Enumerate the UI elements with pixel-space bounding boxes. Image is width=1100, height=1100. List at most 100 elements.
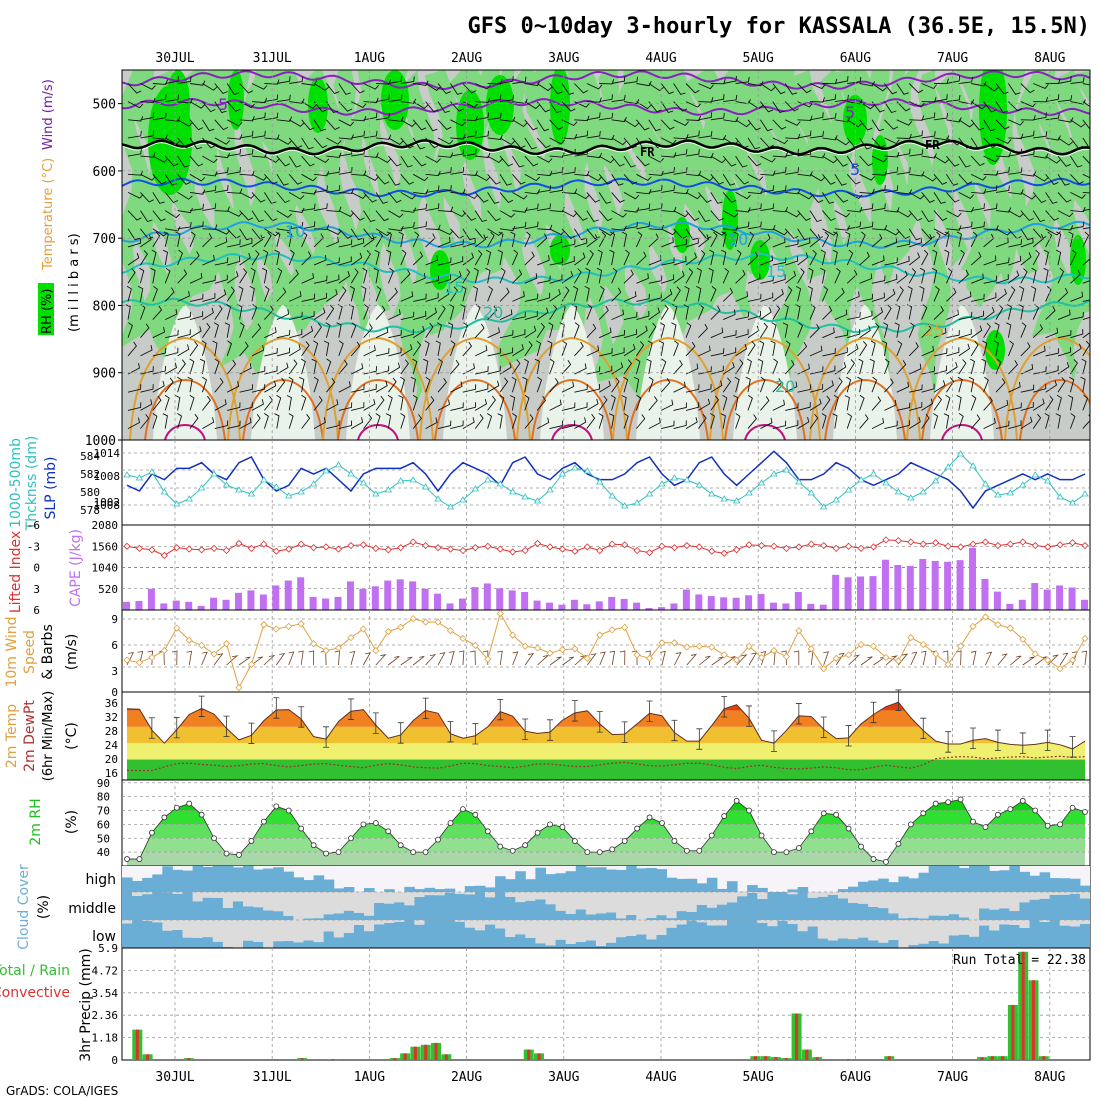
wind-barb xyxy=(586,413,596,429)
wind-barb xyxy=(375,94,390,103)
wind-barb xyxy=(710,348,725,357)
wind-barb xyxy=(375,231,384,248)
pressure-tick-label: 500 xyxy=(93,98,116,113)
minmax-bar xyxy=(248,722,255,744)
wind-barb xyxy=(522,376,528,393)
cloud-gap xyxy=(676,920,688,925)
wind-barb xyxy=(611,137,627,146)
cloud-cell xyxy=(424,887,436,892)
cloud-cell xyxy=(747,892,758,920)
temp-contour-30 xyxy=(1019,378,1090,440)
wind-barb xyxy=(760,396,770,411)
wind-barb xyxy=(586,345,600,357)
wind-barb xyxy=(661,206,677,213)
wind-barb xyxy=(189,155,204,167)
rh-mid-area xyxy=(917,70,952,395)
panel-frame xyxy=(121,609,1091,693)
wind-barb xyxy=(920,650,927,666)
wind-barb xyxy=(785,420,799,430)
wind-barb xyxy=(785,119,801,126)
wind-barb xyxy=(375,413,381,429)
rh-marker xyxy=(372,820,379,826)
wind-barb xyxy=(363,652,371,666)
wind-barb xyxy=(308,650,315,666)
cloud-gap xyxy=(404,892,415,906)
lifted-index-marker xyxy=(571,547,579,555)
cloud-gap xyxy=(172,920,183,930)
wind-barb xyxy=(288,119,305,127)
cloud-cell xyxy=(273,867,284,892)
wind-barb xyxy=(152,380,165,393)
thickness-marker xyxy=(670,474,679,481)
cape-bar xyxy=(1056,585,1064,610)
wind-barb xyxy=(884,101,897,114)
wind-barb xyxy=(574,115,590,122)
lifted-index-marker xyxy=(210,544,218,552)
wind-barb xyxy=(784,270,797,284)
rh-marker xyxy=(808,828,815,835)
cloud-cell xyxy=(938,915,950,920)
cloud-gap xyxy=(273,920,284,942)
cloud-cell xyxy=(757,899,768,920)
wind-barb xyxy=(425,417,438,429)
cape-bar xyxy=(720,597,728,610)
wind-marker xyxy=(198,641,206,649)
wind-barb xyxy=(251,152,268,158)
cloud-cell xyxy=(424,920,436,948)
cloud-cell xyxy=(817,896,829,920)
wind-barb xyxy=(388,309,401,321)
wind-barb xyxy=(202,101,216,113)
wind-barb xyxy=(461,285,467,302)
wind-barb xyxy=(871,417,885,430)
wind-barb xyxy=(250,267,256,284)
wind-barb xyxy=(623,119,640,128)
cape-bar xyxy=(745,595,753,610)
wind-barb xyxy=(126,285,132,302)
wind-barb xyxy=(239,384,253,393)
wind-barb xyxy=(735,76,750,84)
wind-barb xyxy=(573,285,579,302)
thickness-marker xyxy=(123,471,131,478)
cloud-cell xyxy=(394,902,405,920)
wind-barb xyxy=(896,189,913,195)
wind-barb xyxy=(524,652,535,666)
wind-barb xyxy=(499,267,506,284)
cloud-cell xyxy=(716,904,728,920)
lifted-index-marker xyxy=(372,544,380,552)
wind-barb xyxy=(797,268,805,284)
wind-barb xyxy=(955,650,962,666)
wind-marker xyxy=(372,647,380,655)
wind-barb xyxy=(822,210,836,222)
wind-barb xyxy=(820,249,826,266)
wind-barb xyxy=(1057,267,1065,284)
wind-barb xyxy=(946,95,961,103)
wind-barb xyxy=(1008,381,1021,393)
wind-barb xyxy=(338,420,353,430)
wind-barb xyxy=(437,304,446,320)
wind-barb xyxy=(933,174,948,185)
cloud-gap xyxy=(827,920,839,941)
wind-barb xyxy=(585,267,591,284)
wind-barb xyxy=(1057,287,1069,302)
tick-label: 3 xyxy=(111,665,118,678)
wind-barb xyxy=(487,365,501,375)
wind-barb xyxy=(214,377,224,393)
cloud-cell xyxy=(868,880,879,892)
wind-barb xyxy=(1081,650,1088,666)
wind-barb xyxy=(611,94,626,103)
thickness-marker xyxy=(857,476,865,483)
wind-barb xyxy=(412,251,424,266)
wind-barb xyxy=(512,221,527,230)
cloud-gap xyxy=(565,920,577,944)
cloud-cell xyxy=(434,889,446,892)
wind-barb xyxy=(239,148,254,157)
wind-barb xyxy=(942,650,949,666)
wind-barb xyxy=(288,269,299,284)
wind-barb xyxy=(227,148,242,157)
wind-barb xyxy=(276,309,290,321)
cloud-gap xyxy=(414,892,425,897)
rh-marker xyxy=(659,820,665,826)
rh-high-area xyxy=(486,75,514,135)
wind-barb xyxy=(1082,280,1090,284)
